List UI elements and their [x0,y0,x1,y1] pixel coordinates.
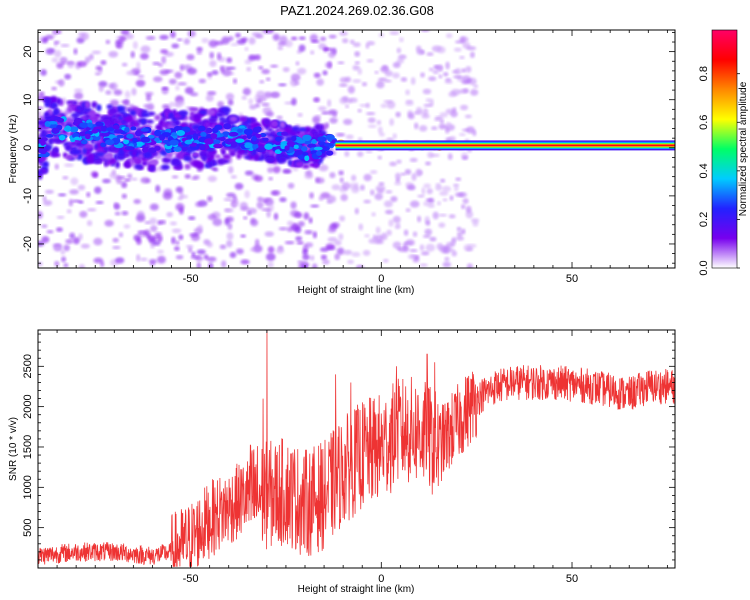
snr-frame [37,329,676,569]
spectrogram-y-tick-label: 0 [22,145,34,151]
spectrogram-y-tick-label: -10 [22,188,34,204]
snr-y-tick-label: 1000 [22,475,34,499]
spectrogram-x-tick-label: 50 [566,273,578,285]
snr-x-tick-label: 0 [378,573,384,585]
spectrogram-y-tick-label: 10 [22,94,34,106]
spectrogram-x-ticks: -50 0 50 [37,30,668,285]
snr-y-axis-label: SNR (10 * v/v) [8,417,19,481]
spectrogram-y-tick-label: -20 [22,236,34,252]
snr-y-ticks: 500 1000 1500 2000 2500 [22,333,675,569]
snr-x-axis-label: Height of straight line (km) [298,584,415,595]
spectrogram-y-tick-label: 20 [22,46,34,58]
colorbar-tick-label: 0.4 [698,163,710,178]
spectrogram-image [38,30,675,268]
colorbar-tick-label: 0.0 [698,260,710,275]
spectrogram-x-axis-label: Height of straight line (km) [298,285,415,296]
spectrogram-carrier [335,140,675,151]
snr-x-tick-label: -50 [183,573,199,585]
colorbar-tick-label: 0.6 [698,115,710,130]
figure-title: PAZ1.2024.269.02.36.G08 [280,3,434,18]
snr-panel: -50 0 50 500 1000 1500 2000 2500 Height of str… [8,329,676,595]
spectrogram-panel: -50 0 50 -20 -10 0 10 20 Height of straight li… [8,29,676,296]
snr-y-tick-label: 1500 [22,435,34,459]
snr-y-tick-label: 2000 [22,394,34,418]
colorbar-tick-label: 0.2 [698,212,710,227]
colorbar-ticks: 0.0 0.2 0.4 0.6 0.8 [698,66,740,276]
spectrogram-x-tick-label: -50 [183,273,199,285]
colorbar-tick-label: 0.8 [698,66,710,81]
spectrogram-frame [37,29,676,269]
snr-y-tick-label: 500 [22,518,34,536]
snr-series-line [38,330,675,567]
spectrogram-y-ticks: -20 -10 0 10 20 [22,32,675,264]
colorbar-label: Normalized spectral amplitude [738,81,749,216]
spectrogram-x-tick-label: 0 [378,273,384,285]
colorbar-frame [711,29,738,269]
snr-x-ticks: -50 0 50 [37,330,668,585]
spectrogram-y-axis-label: Frequency (Hz) [8,115,19,184]
snr-x-tick-label: 50 [566,573,578,585]
colorbar: 0.0 0.2 0.4 0.6 0.8 Normalized spectral ampl… [698,29,749,276]
snr-y-tick-label: 2500 [22,354,34,378]
colorbar-gradient [712,30,737,268]
